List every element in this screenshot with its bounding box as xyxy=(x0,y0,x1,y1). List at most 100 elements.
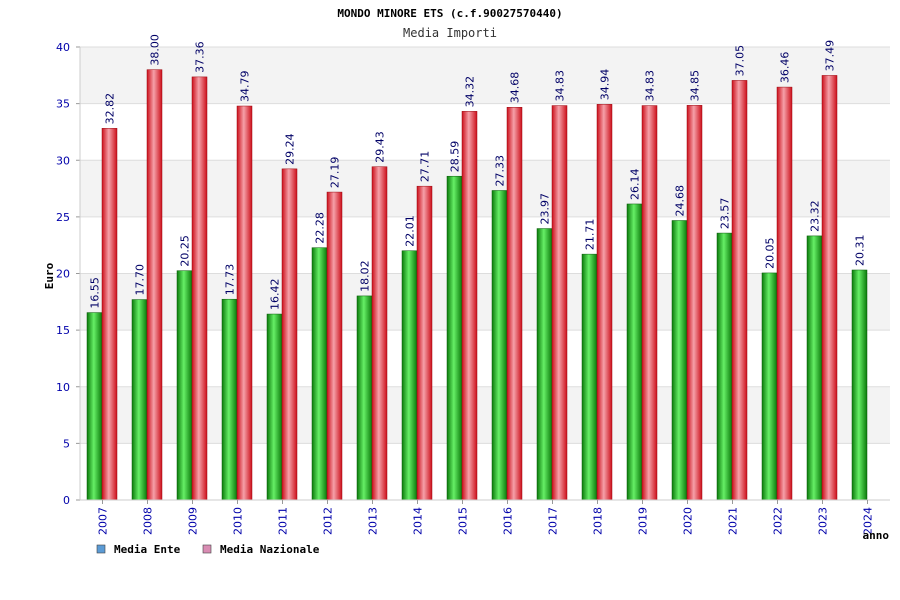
bar-media-nazionale xyxy=(191,76,208,501)
x-tick-label: 2011 xyxy=(277,507,290,535)
data-label-media-nazionale: 38.00 xyxy=(149,34,162,66)
y-tick-label: 15 xyxy=(56,324,70,337)
bar-media-nazionale xyxy=(236,105,253,501)
bar-media-ente xyxy=(131,299,148,501)
bar-value-labels: 16.55 17.70 20.25 17.73 16.42 22.28 18.02 22.01… xyxy=(89,34,867,310)
data-label-media-nazionale: 32.82 xyxy=(104,93,117,125)
x-tick-label: 2017 xyxy=(547,507,560,535)
data-label-media-nazionale: 34.79 xyxy=(239,71,252,103)
bar-media-nazionale xyxy=(371,166,388,501)
data-label-media-nazionale: 37.49 xyxy=(824,40,837,72)
x-tick-label: 2021 xyxy=(727,507,740,535)
y-axis-label: Euro xyxy=(43,262,56,289)
data-label-media-ente: 18.02 xyxy=(359,260,372,292)
bar-media-ente xyxy=(716,232,733,501)
bar-media-nazionale xyxy=(821,75,838,501)
bar-media-nazionale xyxy=(461,111,478,501)
bar-media-nazionale xyxy=(551,105,568,501)
bar-media-nazionale xyxy=(416,185,433,501)
bar-media-ente xyxy=(761,272,778,501)
grid-band xyxy=(80,216,890,274)
legend-swatch-media-ente xyxy=(96,544,106,554)
data-label-media-nazionale: 34.32 xyxy=(464,76,477,108)
bar-media-nazionale xyxy=(776,86,793,501)
data-label-media-nazionale: 34.83 xyxy=(554,70,567,102)
bar-media-ente xyxy=(311,247,328,501)
bar-media-ente xyxy=(446,175,463,501)
data-label-media-nazionale: 27.71 xyxy=(419,151,432,183)
y-tick-labels: 0 5 10 15 20 25 30 35 40 xyxy=(56,41,70,507)
grid-band xyxy=(80,273,890,331)
x-tick-label: 2016 xyxy=(502,507,515,535)
grid-band xyxy=(80,330,890,387)
data-label-media-ente: 22.01 xyxy=(404,215,417,247)
data-label-media-ente: 28.59 xyxy=(449,141,462,173)
x-tick-label: 2012 xyxy=(322,507,335,535)
x-tick-label: 2014 xyxy=(412,507,425,535)
data-label-media-nazionale: 34.85 xyxy=(689,70,702,102)
x-tick-label: 2015 xyxy=(457,507,470,535)
chart-title: MONDO MINORE ETS (c.f.90027570440) xyxy=(337,7,562,20)
data-label-media-ente: 26.14 xyxy=(629,168,642,200)
bar-media-nazionale xyxy=(641,105,658,501)
x-tick-label: 2007 xyxy=(97,507,110,535)
bar-media-ente xyxy=(626,203,643,501)
bar-media-ente xyxy=(806,235,823,501)
legend-label-media-ente: Media Ente xyxy=(114,543,181,556)
y-tick-label: 0 xyxy=(63,494,70,507)
data-label-media-ente: 27.33 xyxy=(494,155,507,187)
data-label-media-nazionale: 29.24 xyxy=(284,133,297,165)
bar-media-nazionale xyxy=(281,168,298,501)
chart-subtitle: Media Importi xyxy=(403,26,497,40)
bar-media-ente xyxy=(221,298,238,501)
data-label-media-nazionale: 34.68 xyxy=(509,72,522,104)
x-tick-label: 2020 xyxy=(682,507,695,535)
bar-media-ente xyxy=(266,313,283,501)
y-tick-label: 35 xyxy=(56,98,70,111)
x-axis-label: anno xyxy=(863,529,890,542)
bar-media-ente xyxy=(86,312,103,501)
grid-band xyxy=(80,386,890,444)
x-tick-label: 2023 xyxy=(817,507,830,535)
data-label-media-ente: 24.68 xyxy=(674,185,687,217)
bar-media-nazionale xyxy=(146,69,163,501)
y-tick-label: 40 xyxy=(56,41,70,54)
bar-media-ente xyxy=(581,253,598,501)
bar-media-nazionale xyxy=(686,105,703,501)
grid-band xyxy=(80,103,890,161)
x-tick-label: 2010 xyxy=(232,507,245,535)
data-label-media-nazionale: 29.43 xyxy=(374,131,387,163)
data-label-media-ente: 17.70 xyxy=(134,264,147,296)
bar-media-ente xyxy=(851,269,868,501)
bar-media-nazionale xyxy=(506,106,523,501)
legend: Media Ente Media Nazionale xyxy=(96,543,320,556)
x-tick-labels: 2007 2008 2009 2010 2011 2012 2013 2014 2015 2016… xyxy=(97,500,875,535)
y-tick-label: 20 xyxy=(56,268,70,281)
data-label-media-nazionale: 37.05 xyxy=(734,45,747,77)
x-tick-label: 2022 xyxy=(772,507,785,535)
y-tick-label: 30 xyxy=(56,154,70,167)
data-label-media-nazionale: 37.36 xyxy=(194,41,207,73)
data-label-media-nazionale: 34.94 xyxy=(599,69,612,101)
bar-media-nazionale xyxy=(101,128,118,501)
data-label-media-ente: 23.97 xyxy=(539,193,552,225)
bar-media-nazionale xyxy=(596,104,613,501)
grid-band xyxy=(80,160,890,217)
x-tick-label: 2019 xyxy=(637,507,650,535)
grid-band xyxy=(80,443,890,500)
data-label-media-ente: 16.42 xyxy=(269,279,282,311)
bar-media-nazionale xyxy=(326,191,343,501)
data-label-media-ente: 20.25 xyxy=(179,235,192,267)
bar-media-ente xyxy=(491,190,508,501)
data-label-media-ente: 22.28 xyxy=(314,212,327,244)
y-tick-label: 10 xyxy=(56,381,70,394)
plot-background xyxy=(80,47,890,500)
data-label-media-ente: 21.71 xyxy=(584,219,597,251)
bar-media-nazionale xyxy=(731,80,748,501)
bar-media-ente xyxy=(671,220,688,501)
bar-media-ente xyxy=(356,295,373,501)
x-tick-label: 2018 xyxy=(592,507,605,535)
x-tick-label: 2024 xyxy=(862,507,875,535)
data-label-media-ente: 20.05 xyxy=(764,237,777,269)
x-tick-label: 2008 xyxy=(142,507,155,535)
